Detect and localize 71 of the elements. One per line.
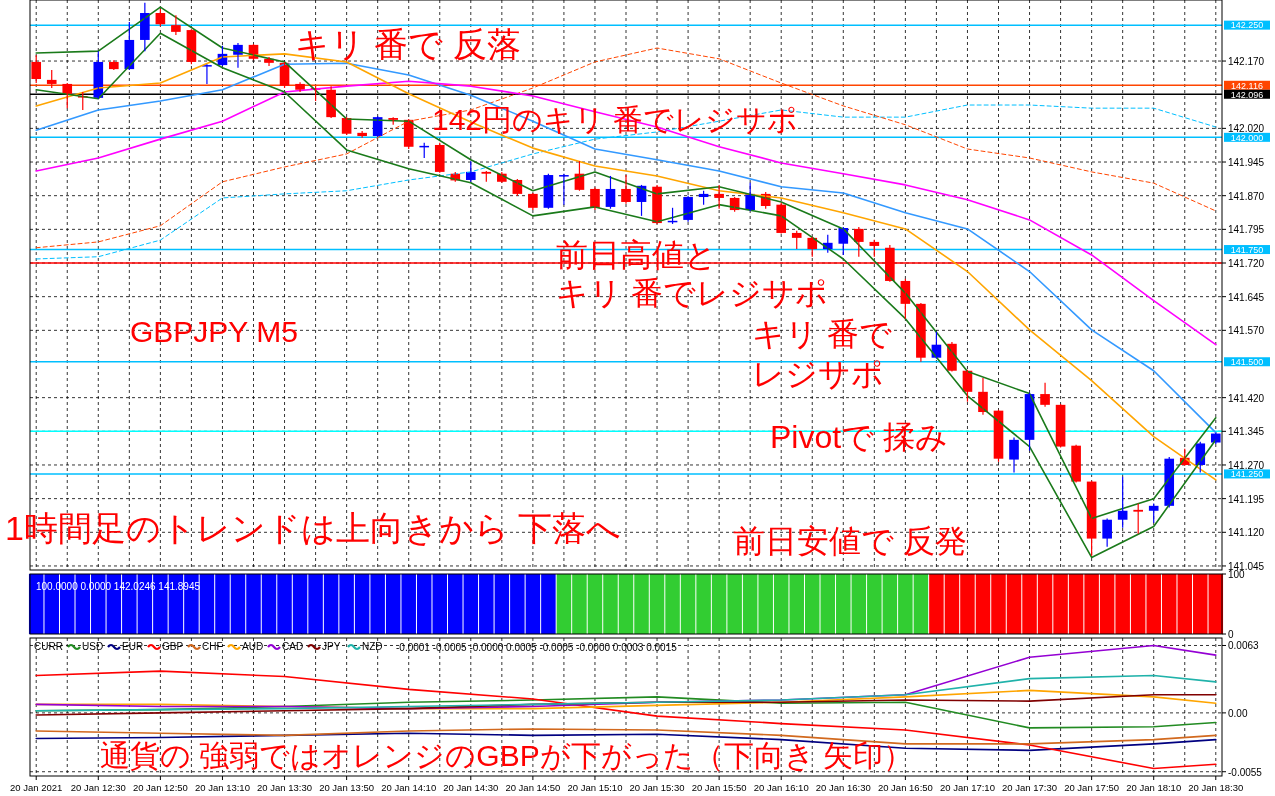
x-tick-label: 20 Jan 12:50	[132, 782, 188, 793]
ref-line-label: 142.116	[1231, 80, 1263, 91]
x-tick-label: 20 Jan 18:10	[1126, 782, 1182, 793]
x-tick-label: 20 Jan 14:50	[505, 782, 561, 793]
x-tick-label: 20 Jan 12:30	[70, 782, 126, 793]
x-tick-label: 20 Jan 17:50	[1064, 782, 1120, 793]
y-tick-label: 141.870	[1228, 190, 1265, 202]
y-tick-label: 142.020	[1228, 123, 1265, 135]
y-tick-label: 141.270	[1228, 459, 1265, 471]
ref-line-label: 141.250	[1230, 469, 1264, 480]
y-tick-label: 0.00	[1228, 707, 1248, 719]
annotation: GBPJPY M5	[130, 315, 298, 348]
annotation: 1時間足のトレンドは上向きから 下落へ	[5, 509, 622, 547]
candlestick	[202, 63, 212, 85]
candlestick	[1148, 502, 1159, 524]
y-tick-label: 141.720	[1228, 258, 1265, 270]
y-tick-label: 142.170	[1228, 56, 1265, 68]
y-tick-label: 141.420	[1228, 392, 1265, 404]
candlestick	[791, 230, 802, 250]
legend-title: CURR	[34, 641, 63, 652]
annotation: キリ 番で	[752, 316, 892, 352]
y-tick-label: 141.120	[1228, 527, 1265, 539]
annotation: レジサポ	[752, 356, 884, 392]
candlestick	[31, 54, 42, 84]
ref-line-label: 142.000	[1230, 132, 1264, 143]
x-tick-label: 20 Jan 13:50	[319, 782, 375, 793]
ref-line-label: 141.500	[1230, 357, 1264, 368]
x-tick-label: 20 Jan 16:30	[815, 782, 871, 793]
x-tick-label: 20 Jan 15:50	[691, 782, 747, 793]
ref-line-label: 142.250	[1230, 20, 1264, 31]
legend-label: CAD	[282, 641, 304, 652]
candlestick	[1133, 502, 1143, 535]
legend-label: CHF	[202, 641, 223, 652]
legend-label: USD	[82, 641, 104, 652]
annotation: 前日安値で 反発	[733, 523, 967, 559]
y-tick-label: 141.945	[1228, 157, 1265, 169]
x-tick-label: 20 Jan 13:30	[257, 782, 313, 793]
y-tick-label: 0.0063	[1228, 640, 1260, 652]
legend-label: AUD	[242, 641, 264, 652]
ref-line-label: 142.096	[1230, 89, 1264, 100]
legend-label: EUR	[122, 641, 144, 652]
x-tick-label: 20 Jan 15:10	[567, 782, 623, 793]
legend-label: JPY	[322, 641, 341, 652]
y-tick-label: 141.195	[1228, 493, 1265, 505]
candlestick	[434, 142, 445, 174]
y-tick-label: 100	[1228, 569, 1246, 580]
y-tick-label: 0	[1228, 629, 1234, 640]
x-tick-label: 20 Jan 17:10	[939, 782, 995, 793]
legend-label: NZD	[362, 641, 383, 652]
x-tick-label: 20 Jan 14:30	[443, 782, 499, 793]
x-tick-label: 20 Jan 18:30	[1188, 782, 1244, 793]
legend-label: GBP	[162, 641, 184, 652]
x-tick-label: 20 Jan 2021	[10, 782, 63, 793]
x-tick-label: 20 Jan 17:30	[1002, 782, 1058, 793]
x-tick-label: 20 Jan 13:10	[194, 782, 250, 793]
annotation: キリ 番で 反落	[295, 25, 521, 63]
y-tick-label: -0.0055	[1228, 766, 1263, 778]
y-tick-label: 141.345	[1228, 426, 1265, 438]
x-tick-label: 20 Jan 16:50	[877, 782, 933, 793]
y-tick-label: 141.645	[1228, 291, 1265, 303]
annotation: -0.0001 -0.0005 -0.0000 0.0005 -0.0005 -0.0000 0.0003 0.0015	[396, 642, 678, 653]
y-tick-label: 141.045	[1228, 560, 1265, 572]
annotation: 通貨の 強弱ではオレンジのGBPが下がった（下向き 矢印）	[100, 739, 914, 772]
ref-line-label: 141.750	[1230, 244, 1264, 255]
x-tick-label: 20 Jan 16:10	[753, 782, 809, 793]
y-tick-label: 141.795	[1228, 224, 1265, 236]
candlestick	[559, 173, 569, 206]
y-tick-label: 141.570	[1228, 325, 1265, 337]
x-tick-label: 20 Jan 14:10	[381, 782, 437, 793]
x-tick-label: 20 Jan 15:30	[629, 782, 685, 793]
annotation: キリ 番でレジサポ	[556, 275, 828, 311]
